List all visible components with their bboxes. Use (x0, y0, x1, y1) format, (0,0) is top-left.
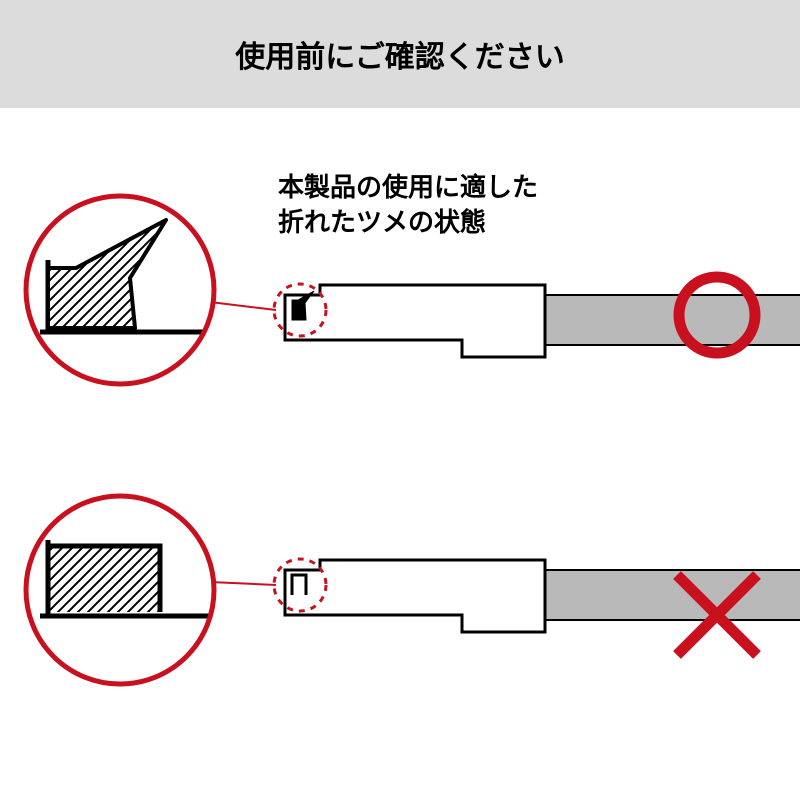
leader-line (210, 582, 276, 585)
cable (545, 295, 800, 345)
cable (545, 570, 800, 620)
diagram-row-ok (0, 160, 800, 420)
header-band: 使用前にご確認ください (0, 0, 800, 108)
connector-outline (285, 560, 545, 632)
diagram-svg (0, 160, 800, 420)
diagram-svg (0, 460, 800, 720)
leader-line (210, 302, 276, 310)
diagram-row-ng (0, 460, 800, 720)
header-title: 使用前にご確認ください (235, 32, 564, 76)
connector-outline (285, 285, 545, 357)
